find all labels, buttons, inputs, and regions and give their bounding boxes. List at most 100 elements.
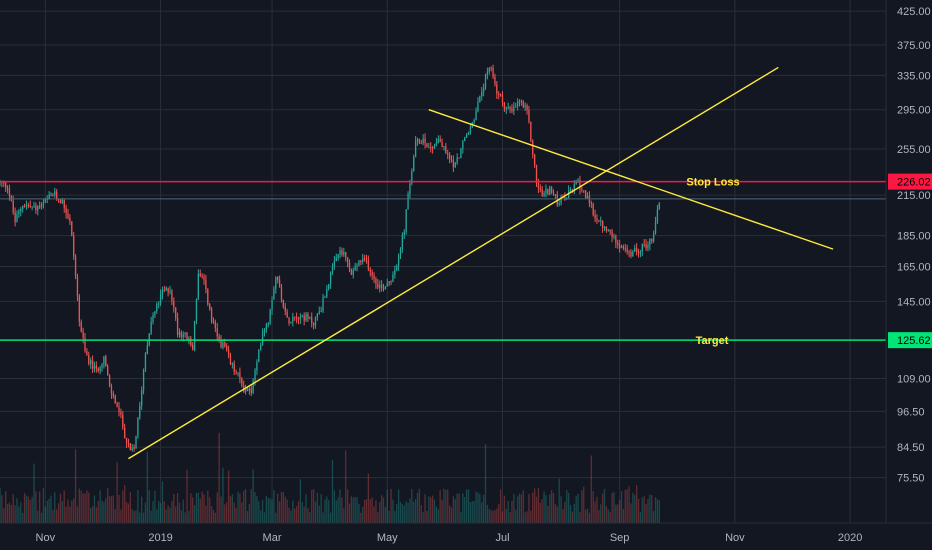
candle (248, 386, 251, 395)
volume-bar (362, 507, 364, 523)
candle (110, 383, 113, 399)
volume-bar (530, 510, 532, 523)
horizontal-levels[interactable]: Stop Loss Target (0, 177, 886, 348)
candle (193, 320, 196, 352)
volume-bar (433, 499, 436, 523)
candle (337, 254, 339, 261)
volume-bar (567, 492, 570, 523)
candle (594, 209, 596, 223)
volume-bar (581, 490, 583, 523)
candle (97, 367, 99, 373)
volume-bar (569, 505, 572, 523)
candle (545, 184, 547, 198)
volume-bar (141, 496, 143, 523)
volume-bar (479, 493, 481, 523)
candle (620, 244, 623, 249)
candle (390, 280, 392, 285)
candle (437, 135, 439, 144)
candle (197, 269, 200, 301)
volume-bar (409, 498, 411, 523)
price-tick-label: 215.00 (897, 190, 931, 202)
candle (371, 269, 373, 280)
time-axis-labels[interactable]: Nov 2019 Mar May Jul Sep Nov 2020 (36, 532, 863, 544)
candle (365, 254, 368, 264)
candle (99, 365, 101, 375)
volume-bar (532, 492, 534, 523)
candle (573, 180, 575, 195)
candle (584, 189, 587, 199)
volume-bar (367, 473, 370, 523)
candle (530, 121, 532, 143)
time-tick-label: May (377, 532, 398, 544)
candle (101, 362, 103, 372)
volume-bar (125, 502, 128, 523)
volume-bar (413, 501, 415, 523)
volume-bar (639, 511, 642, 523)
volume-bar (292, 500, 294, 523)
volume-bar (550, 490, 553, 523)
candle (59, 198, 62, 204)
candle (105, 354, 107, 367)
volume-bar (244, 488, 247, 523)
volume-bar (543, 491, 545, 523)
price-tick-label: 145.00 (897, 296, 931, 308)
trendlines[interactable] (128, 66, 834, 460)
candle (42, 198, 45, 209)
volume-bar (486, 504, 489, 523)
candle (356, 263, 358, 272)
volume-bar (388, 510, 390, 523)
candle (324, 295, 326, 298)
price-badges: 226.02 125.62 (888, 173, 932, 349)
candle (124, 423, 126, 439)
candle (645, 239, 647, 251)
volume-bar (411, 489, 413, 523)
candle (607, 228, 609, 232)
price-axis-labels[interactable]: 425.00 375.00 335.00 295.00 255.00 215.00 185.… (897, 6, 931, 484)
volume-bar (356, 497, 358, 523)
price-badge: 226.02 (888, 173, 932, 190)
candle (611, 228, 613, 243)
candle (379, 280, 381, 293)
volume-bar (437, 509, 439, 523)
candle (8, 184, 11, 201)
candle (118, 401, 120, 417)
candle (354, 262, 356, 271)
volume-bar (394, 511, 396, 523)
candle (318, 306, 320, 315)
volume-bar (246, 511, 249, 523)
volume-bar (205, 505, 207, 523)
volume-bar (48, 498, 50, 523)
volume-bar (392, 499, 394, 523)
volume-bar (169, 507, 171, 523)
candle (515, 102, 517, 108)
volume-bar (129, 491, 132, 523)
volume-bar (186, 469, 188, 523)
candle (295, 312, 298, 324)
volume-bar (422, 512, 424, 523)
volume-bar (288, 507, 290, 523)
candle (550, 185, 553, 195)
volume-bar (371, 497, 373, 523)
candle (195, 298, 198, 325)
candle (86, 348, 88, 356)
candle (590, 200, 592, 209)
level-label: Target (696, 335, 729, 347)
volume-bar (382, 497, 385, 523)
candle (258, 349, 260, 363)
volume-bar (456, 493, 458, 523)
volume-bar (528, 493, 530, 523)
volume-bar (358, 503, 360, 523)
candle (341, 247, 343, 257)
volume-bar (231, 494, 234, 523)
volume-bar (547, 505, 549, 523)
volume-bar (290, 510, 292, 523)
volume-bar (601, 493, 604, 523)
candle (88, 351, 90, 366)
volume-bar (91, 506, 94, 523)
candle (190, 336, 192, 347)
volume-bar (584, 509, 587, 523)
trendline[interactable] (128, 66, 779, 460)
trendline[interactable] (428, 109, 834, 250)
candle (282, 299, 285, 309)
